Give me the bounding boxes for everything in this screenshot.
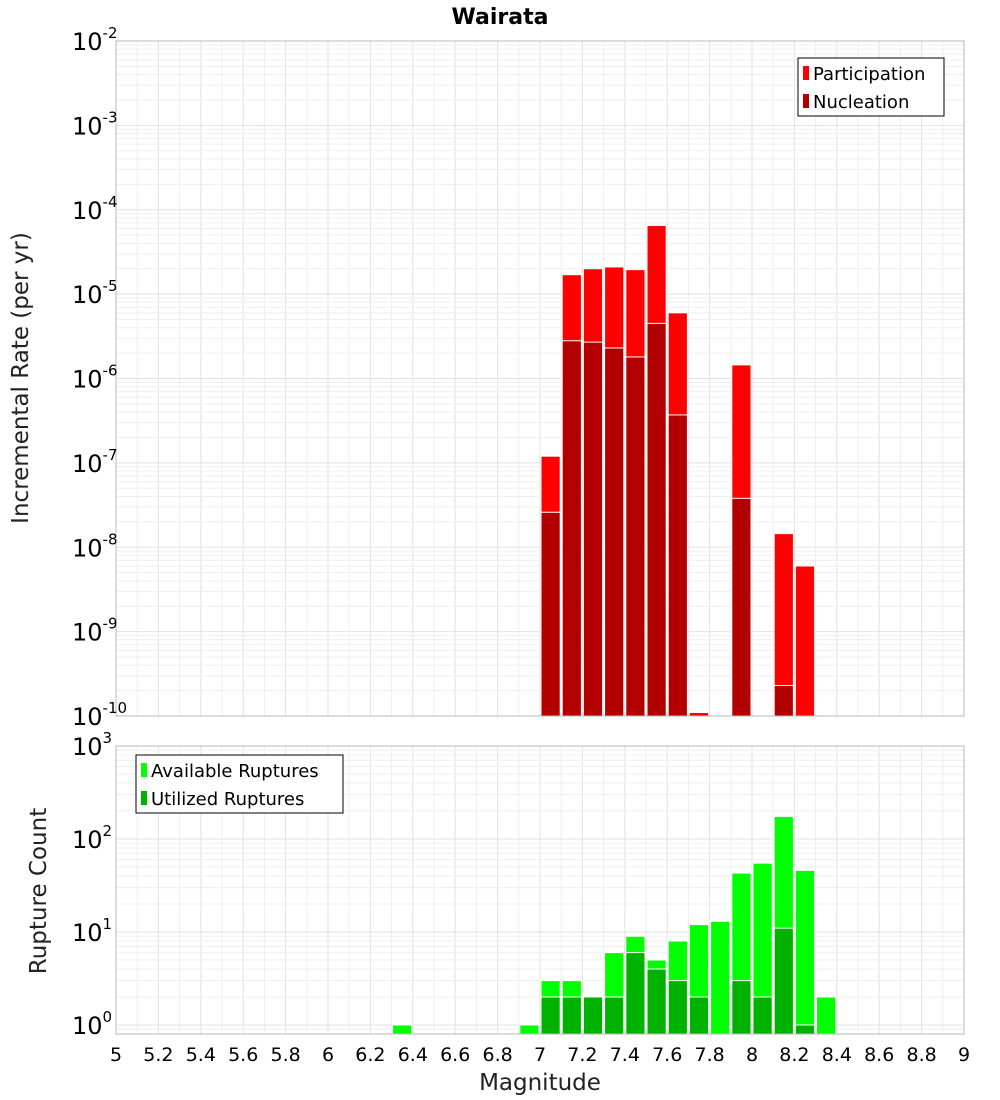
legend-swatch xyxy=(803,94,809,108)
legend-swatch xyxy=(141,763,147,777)
chart-title: Wairata xyxy=(452,5,549,30)
x-tick-label: 8.4 xyxy=(822,1044,852,1066)
x-tick-label: 6.2 xyxy=(355,1044,385,1066)
x-tick-label: 8 xyxy=(746,1044,758,1066)
x-tick-label: 7 xyxy=(534,1044,546,1066)
legend-swatch xyxy=(141,791,147,805)
y-tick-label: 10-10 xyxy=(72,699,127,731)
bar xyxy=(582,996,604,1035)
y-tick-label: 100 xyxy=(72,1008,112,1040)
bar xyxy=(794,869,816,1035)
bar xyxy=(731,497,752,717)
y-tick-label: 10-8 xyxy=(72,530,118,562)
plot-frame xyxy=(115,745,965,1035)
x-tick-label: 7.2 xyxy=(567,1044,597,1066)
legend-box xyxy=(797,57,945,117)
legend: Participation Nucleation xyxy=(797,57,945,117)
bar xyxy=(625,952,646,1035)
bar xyxy=(582,341,604,717)
x-tick-label: 5.2 xyxy=(143,1044,173,1066)
bar xyxy=(561,996,582,1035)
x-tick-label: 5 xyxy=(110,1044,122,1066)
y-tick-label: 10-6 xyxy=(72,362,118,394)
x-tick-label: 5.6 xyxy=(228,1044,258,1066)
bar xyxy=(773,684,794,717)
y-tick-label: 10-2 xyxy=(72,24,118,56)
y-tick-label: 10-4 xyxy=(72,193,118,225)
y-tick-label: 10-5 xyxy=(72,277,118,309)
bar xyxy=(794,565,816,717)
y-tick-label: 10-3 xyxy=(72,108,118,140)
bar xyxy=(667,980,688,1035)
x-axis-label: Magnitude xyxy=(479,1070,601,1096)
legend-label: Nucleation xyxy=(813,92,909,113)
count-panel: 103 102 101 100 Available Ruptures Utilized R… xyxy=(72,729,970,1066)
count-y-axis-label: Rupture Count xyxy=(26,808,52,974)
bar xyxy=(625,356,646,717)
rate-y-axis-label: Incremental Rate (per yr) xyxy=(8,232,34,524)
x-tick-label: 5.4 xyxy=(186,1044,216,1066)
y-tick-label: 10-9 xyxy=(72,615,118,647)
bar xyxy=(540,511,561,717)
y-tick-label: 10-7 xyxy=(72,446,118,478)
bar xyxy=(816,996,837,1035)
bar xyxy=(667,414,688,717)
bar xyxy=(561,340,582,717)
x-tick-label: 6.4 xyxy=(398,1044,428,1066)
x-tick-label: 7.8 xyxy=(694,1044,724,1066)
bar xyxy=(646,968,667,1035)
x-tick-label: 7.4 xyxy=(610,1044,640,1066)
bar xyxy=(604,347,625,717)
legend-box xyxy=(135,754,344,814)
bar xyxy=(794,1024,816,1035)
bar xyxy=(540,996,561,1035)
y-tick-label: 103 xyxy=(72,729,112,761)
x-tick-label: 6 xyxy=(322,1044,334,1066)
bar xyxy=(519,1024,540,1035)
x-tick-label: 8.8 xyxy=(906,1044,936,1066)
bar xyxy=(688,996,710,1035)
legend: Available Ruptures Utilized Ruptures xyxy=(135,754,344,814)
x-tick-label: 9 xyxy=(958,1044,970,1066)
bar xyxy=(731,980,752,1035)
legend-swatch xyxy=(803,66,809,80)
bar xyxy=(392,1024,413,1035)
x-tick-label: 5.8 xyxy=(270,1044,300,1066)
legend-label: Participation xyxy=(813,64,925,85)
x-tick-label: 7.6 xyxy=(652,1044,682,1066)
plot-frame xyxy=(115,40,965,717)
x-tick-label: 6.6 xyxy=(440,1044,470,1066)
legend-label: Utilized Ruptures xyxy=(151,789,304,810)
bar xyxy=(688,712,710,717)
y-tick-label: 102 xyxy=(72,822,112,854)
x-tick-label: 6.8 xyxy=(482,1044,512,1066)
legend-label: Available Ruptures xyxy=(151,761,319,782)
bar xyxy=(604,996,625,1035)
bar xyxy=(710,920,731,1035)
rate-panel: 10-2 10-3 10-4 10-5 10-6 10-7 10-8 10-9 10-10 Par… xyxy=(72,24,965,731)
y-tick-label: 101 xyxy=(72,915,112,947)
x-tick-label: 8.6 xyxy=(864,1044,894,1066)
bar xyxy=(773,927,794,1035)
bar xyxy=(646,322,667,717)
x-tick-label: 8.2 xyxy=(779,1044,809,1066)
bar xyxy=(752,996,773,1035)
